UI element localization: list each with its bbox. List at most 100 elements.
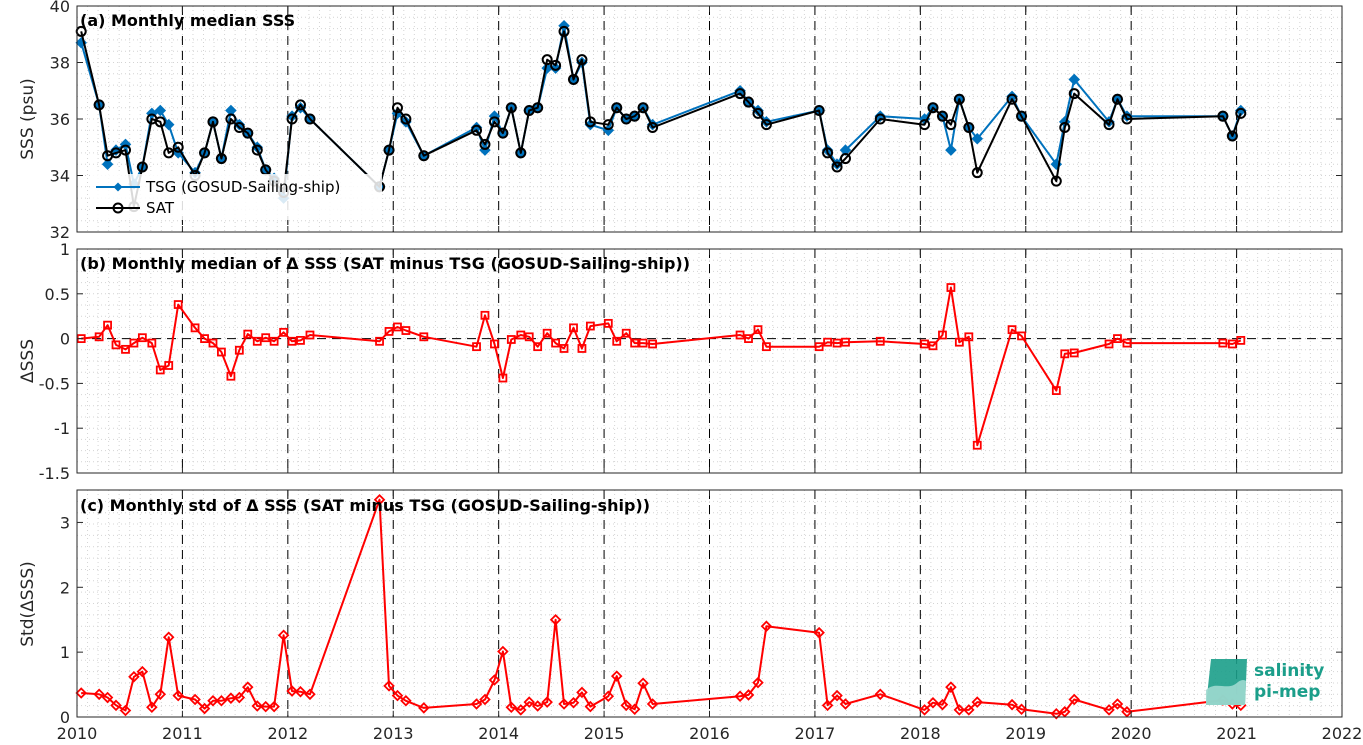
data-point [875, 336, 885, 346]
data-point [1068, 88, 1080, 100]
data-point [128, 671, 140, 683]
data-point [612, 336, 622, 346]
data-point [928, 341, 938, 351]
data-point [735, 330, 745, 340]
data-point [558, 698, 570, 710]
data-point [375, 336, 384, 346]
data-point [549, 62, 562, 74]
data-point [1006, 698, 1018, 711]
y-tick-label: 34 [50, 167, 70, 186]
data-point [831, 161, 843, 173]
data-point [279, 327, 289, 337]
data-point [813, 105, 825, 117]
data-point [568, 73, 580, 85]
legend-tsg-label: TSG (GOSUD-Sailing-ship) [145, 178, 340, 196]
data-point [551, 338, 560, 348]
panel-b-y-axis-label: ΔSSS [18, 339, 38, 383]
legend-tsg-marker [113, 182, 123, 192]
data-point [971, 167, 983, 179]
data-point [391, 102, 403, 114]
data-point [505, 701, 518, 714]
data-point [1122, 338, 1132, 348]
x-tick-label: 2013 [373, 724, 414, 743]
data-point [621, 328, 631, 338]
data-point [497, 645, 509, 658]
data-point [760, 119, 772, 131]
data-point [752, 107, 764, 119]
data-point [162, 118, 175, 131]
data-point [154, 688, 167, 701]
data-point [304, 113, 316, 125]
data-point [488, 674, 501, 686]
data-point [488, 116, 500, 128]
panel-b-series [76, 283, 1246, 450]
data-point [1016, 110, 1028, 122]
panel-c-y-axis-label: Std(ΔSSS) [18, 561, 38, 647]
data-point [576, 54, 588, 66]
data-point [874, 113, 886, 125]
data-point [584, 116, 596, 128]
data-point [752, 676, 764, 689]
data-point [549, 613, 562, 626]
y-tick-label: 3 [60, 513, 70, 532]
data-point [523, 696, 536, 708]
data-point [75, 687, 87, 699]
data-point [972, 440, 982, 450]
data-point [1068, 693, 1081, 706]
data-point [602, 690, 615, 703]
data-point [103, 320, 112, 330]
data-point [225, 692, 237, 704]
data-point [190, 323, 200, 333]
y-tick-label: -0.5 [39, 374, 70, 393]
x-tick-label: 2018 [900, 724, 941, 743]
data-point [1050, 707, 1063, 720]
data-point [610, 670, 623, 682]
data-point [1050, 175, 1062, 187]
data-point [234, 345, 244, 355]
data-point [516, 330, 526, 340]
data-point [971, 133, 984, 145]
data-point [533, 342, 543, 352]
data-point [569, 323, 578, 333]
data-point [172, 141, 184, 153]
data-point [541, 62, 553, 74]
data-point [630, 338, 640, 348]
data-point [1217, 110, 1229, 122]
data-point [524, 332, 534, 342]
data-point [199, 147, 211, 159]
data-point [1058, 706, 1071, 718]
data-point [505, 102, 517, 114]
data-point [383, 144, 395, 156]
data-point [742, 689, 755, 701]
data-point [121, 344, 130, 354]
y-tick-label: 0 [60, 708, 70, 727]
data-point [268, 700, 280, 713]
panel-b-year-grid [181, 249, 1238, 473]
data-point [479, 138, 491, 150]
data-point [638, 338, 648, 348]
legend-sat-marker [112, 202, 124, 214]
data-point [251, 700, 264, 712]
data-point [559, 344, 569, 353]
data-point [1104, 339, 1114, 349]
data-point [472, 342, 481, 352]
data-point [1103, 119, 1115, 131]
data-point [821, 699, 834, 712]
data-point [1006, 93, 1018, 105]
data-point [753, 325, 763, 335]
data-point [164, 361, 174, 370]
data-point [269, 336, 279, 346]
panel-a-title: (a) Monthly median SSS [80, 11, 295, 30]
data-point [470, 698, 483, 710]
data-point [506, 335, 516, 344]
y-tick-label: 36 [50, 110, 70, 129]
data-point [971, 696, 984, 708]
data-point [173, 300, 183, 309]
data-point [1060, 349, 1070, 359]
data-point [515, 704, 527, 716]
data-point [832, 338, 842, 348]
x-tick-label: 2022 [1322, 724, 1363, 743]
data-point [550, 59, 562, 71]
data-point [637, 677, 649, 690]
data-point [945, 144, 957, 156]
